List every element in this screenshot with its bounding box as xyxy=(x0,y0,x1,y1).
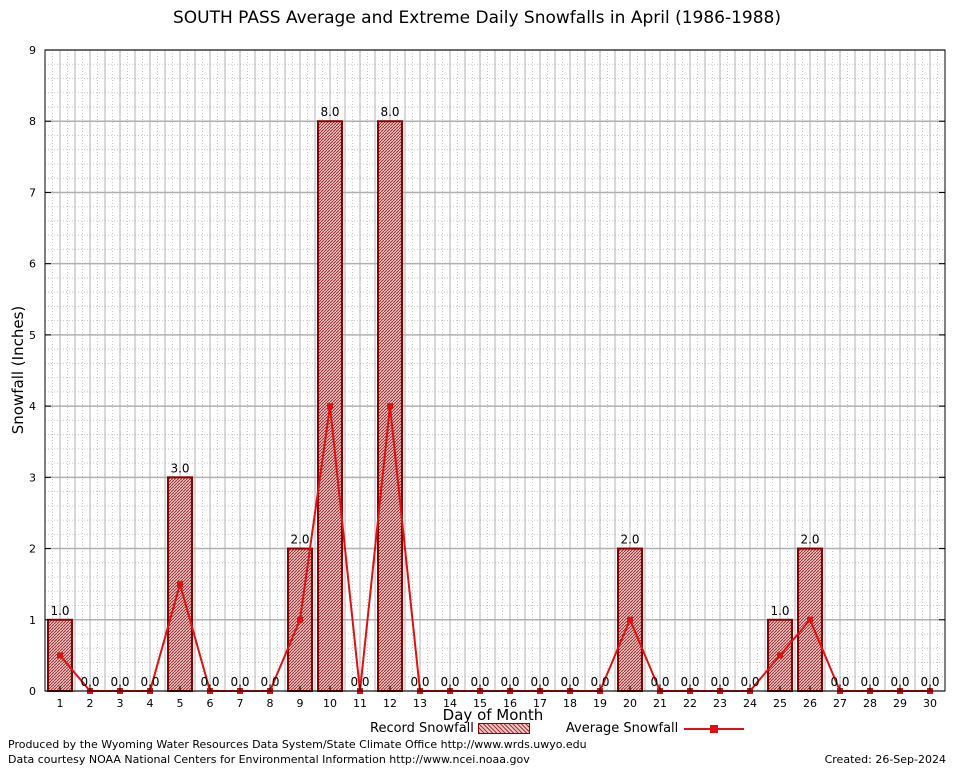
average-point xyxy=(327,403,333,410)
x-tick-label: 27 xyxy=(833,697,847,710)
average-point xyxy=(177,581,183,588)
bar-data-label: 2.0 xyxy=(800,533,819,547)
bar-data-label: 0.0 xyxy=(440,675,459,689)
average-point xyxy=(627,616,633,623)
average-point xyxy=(57,652,63,659)
bar-data-label: 0.0 xyxy=(410,675,429,689)
x-tick-label: 11 xyxy=(353,697,367,710)
x-tick-label: 22 xyxy=(683,697,697,710)
x-tick-label: 4 xyxy=(147,697,154,710)
x-tick-label: 2 xyxy=(87,697,94,710)
x-tick-label: 18 xyxy=(563,697,577,710)
bar-data-label: 0.0 xyxy=(560,675,579,689)
bar-data-label: 0.0 xyxy=(590,675,609,689)
y-tick-label: 3 xyxy=(29,471,36,484)
x-tick-label: 20 xyxy=(623,697,637,710)
x-tick-label: 13 xyxy=(413,697,427,710)
bar-data-label: 0.0 xyxy=(710,675,729,689)
average-point xyxy=(297,616,303,623)
y-tick-label: 7 xyxy=(29,186,36,199)
bar-data-label: 1.0 xyxy=(50,604,69,618)
bar-data-label: 8.0 xyxy=(320,105,339,119)
x-tick-label: 28 xyxy=(863,697,877,710)
legend-item-record: Record Snowfall xyxy=(370,721,530,736)
legend-label-average: Average Snowfall xyxy=(565,721,679,736)
y-tick-label: 4 xyxy=(29,400,36,413)
bar-data-label: 0.0 xyxy=(110,675,129,689)
x-tick-label: 16 xyxy=(503,697,517,710)
x-tick-label: 23 xyxy=(713,697,727,710)
x-tick-label: 26 xyxy=(803,697,817,710)
bar-data-label: 8.0 xyxy=(380,105,399,119)
y-tick-label: 8 xyxy=(29,115,36,128)
bar xyxy=(287,547,313,692)
footer-created: Created: 26-Sep-2024 xyxy=(824,753,946,766)
chart-title: SOUTH PASS Average and Extreme Daily Sno… xyxy=(172,8,781,28)
x-tick-label: 15 xyxy=(473,697,487,710)
x-tick-label: 6 xyxy=(207,697,214,710)
footer-data-courtesy: Data courtesy NOAA National Centers for … xyxy=(8,753,530,766)
bar-data-label: 0.0 xyxy=(530,675,549,689)
y-tick-label: 5 xyxy=(29,329,36,342)
bar-data-label: 0.0 xyxy=(470,675,489,689)
legend-marker-average xyxy=(710,724,719,733)
x-tick-label: 24 xyxy=(743,697,757,710)
x-tick-label: 1 xyxy=(57,697,64,710)
bar-data-label: 0.0 xyxy=(500,675,519,689)
bar-data-label: 0.0 xyxy=(200,675,219,689)
plot-frame xyxy=(44,49,946,692)
bar-data-label: 0.0 xyxy=(920,675,939,689)
bar-data-label: 0.0 xyxy=(80,675,99,689)
footer-produced-by: Produced by the Wyoming Water Resources … xyxy=(8,738,587,751)
bar-data-label: 0.0 xyxy=(740,675,759,689)
legend-swatch-record xyxy=(477,723,530,734)
bar-data-label: 0.0 xyxy=(830,675,849,689)
x-tick-label: 3 xyxy=(117,697,124,710)
x-tick-label: 8 xyxy=(267,697,274,710)
bar-data-label: 2.0 xyxy=(620,533,639,547)
bar-data-label: 2.0 xyxy=(290,533,309,547)
x-tick-label: 21 xyxy=(653,697,667,710)
x-tick-label: 12 xyxy=(383,697,397,710)
average-point xyxy=(387,403,393,410)
bar-data-label: 0.0 xyxy=(230,675,249,689)
x-tick-label: 5 xyxy=(177,697,184,710)
y-tick-label: 1 xyxy=(29,614,36,627)
bar-data-label: 0.0 xyxy=(680,675,699,689)
x-tick-label: 19 xyxy=(593,697,607,710)
x-tick-label: 25 xyxy=(773,697,787,710)
bar-data-label: 0.0 xyxy=(860,675,879,689)
y-tick-label: 2 xyxy=(29,543,36,556)
average-point xyxy=(807,616,813,623)
y-axis-title: Snowfall (Inches) xyxy=(9,305,27,435)
x-axis-title: Day of Month xyxy=(442,706,544,724)
bar-data-label: 3.0 xyxy=(170,461,189,475)
y-tick-label: 9 xyxy=(29,44,36,57)
x-tick-label: 17 xyxy=(533,697,547,710)
legend-line-average xyxy=(684,724,745,733)
x-tick-label: 9 xyxy=(297,697,304,710)
y-tick-label: 0 xyxy=(29,685,36,698)
bar-data-label: 0.0 xyxy=(890,675,909,689)
bar-data-label: 0.0 xyxy=(650,675,669,689)
y-tick-label: 6 xyxy=(29,258,36,271)
x-tick-label: 30 xyxy=(923,697,937,710)
bar-data-label: 0.0 xyxy=(260,675,279,689)
x-tick-label: 14 xyxy=(443,697,457,710)
legend: Record Snowfall Average Snowfall xyxy=(370,721,745,736)
bar-data-label: 0.0 xyxy=(140,675,159,689)
legend-item-average: Average Snowfall xyxy=(565,721,745,736)
x-tick-label: 29 xyxy=(893,697,907,710)
x-tick-label: 10 xyxy=(323,697,337,710)
bar-data-label: 0.0 xyxy=(350,675,369,689)
bar-data-label: 1.0 xyxy=(770,604,789,618)
average-point xyxy=(777,652,783,659)
legend-label-record: Record Snowfall xyxy=(370,721,474,736)
x-tick-label: 7 xyxy=(237,697,244,710)
bar xyxy=(377,120,403,692)
